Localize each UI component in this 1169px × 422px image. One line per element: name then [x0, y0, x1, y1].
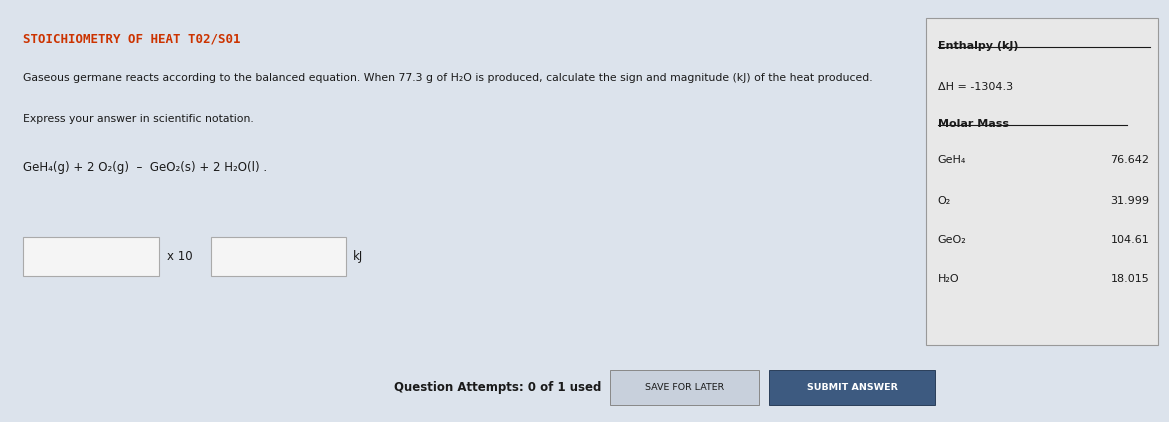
- Text: kJ: kJ: [353, 250, 364, 263]
- Text: Molar Mass: Molar Mass: [938, 119, 1009, 129]
- Text: SUBMIT ANSWER: SUBMIT ANSWER: [807, 383, 898, 392]
- Text: 31.999: 31.999: [1111, 196, 1149, 206]
- Text: H₂O: H₂O: [938, 274, 960, 284]
- Text: GeH₄: GeH₄: [938, 155, 966, 165]
- Text: ΔH = -1304.3: ΔH = -1304.3: [938, 82, 1012, 92]
- FancyBboxPatch shape: [768, 370, 935, 406]
- Text: 104.61: 104.61: [1111, 235, 1149, 246]
- Text: x 10: x 10: [167, 250, 193, 263]
- Text: Gaseous germane reacts according to the balanced equation. When 77.3 g of H₂O is: Gaseous germane reacts according to the …: [23, 73, 873, 84]
- Text: O₂: O₂: [938, 196, 950, 206]
- Text: 18.015: 18.015: [1111, 274, 1149, 284]
- FancyBboxPatch shape: [23, 237, 159, 276]
- FancyBboxPatch shape: [926, 18, 1158, 345]
- Text: Question Attempts: 0 of 1 used: Question Attempts: 0 of 1 used: [394, 381, 602, 394]
- Text: SAVE FOR LATER: SAVE FOR LATER: [645, 383, 725, 392]
- Text: STOICHIOMETRY OF HEAT T02/S01: STOICHIOMETRY OF HEAT T02/S01: [23, 33, 241, 46]
- Text: Enthalpy (kJ): Enthalpy (kJ): [938, 41, 1018, 51]
- FancyBboxPatch shape: [210, 237, 346, 276]
- FancyBboxPatch shape: [610, 370, 760, 406]
- Text: Express your answer in scientific notation.: Express your answer in scientific notati…: [23, 114, 254, 124]
- Text: GeH₄(g) + 2 O₂(g)  –  GeO₂(s) + 2 H₂O(l) .: GeH₄(g) + 2 O₂(g) – GeO₂(s) + 2 H₂O(l) .: [23, 161, 268, 174]
- Text: 76.642: 76.642: [1111, 155, 1149, 165]
- Text: GeO₂: GeO₂: [938, 235, 967, 246]
